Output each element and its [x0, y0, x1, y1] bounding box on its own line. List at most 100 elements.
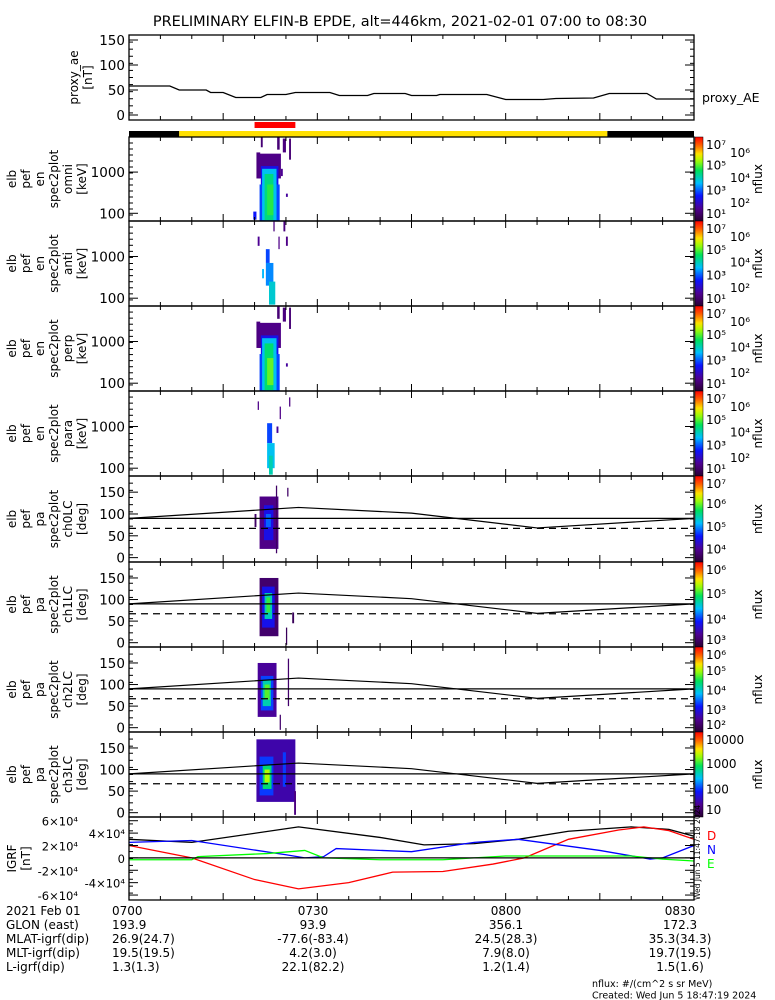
spectrogram-cell — [254, 513, 257, 528]
colorbar-tick-label: 10⁷ — [706, 222, 726, 236]
y-tick-label: 50 — [108, 699, 125, 715]
panel-ch2LC-data — [129, 658, 694, 730]
y-tick-label: 1000 — [91, 249, 125, 265]
ephemeris-row-label: L-igrf(dip) — [6, 960, 65, 974]
side-timestamp: Wed Jun 5 11:47:18 2024 — [693, 805, 702, 900]
panel-para: 100 1000 elb pef en spec2plot para [keV] 10¹ 10² 1… — [5, 390, 765, 477]
legend-n: N — [707, 843, 716, 857]
y-axis-label-line: [keV] — [75, 418, 89, 449]
spectrogram-cell — [287, 487, 289, 497]
series-line-n — [129, 838, 694, 860]
colorbar-tick-label: 1000 — [706, 757, 737, 771]
y-tick-label: 150 — [99, 741, 125, 757]
spectrogram-cell — [265, 262, 274, 286]
series-line-d — [129, 826, 694, 890]
y-axis-label-line: pa — [33, 682, 47, 697]
spectrogram-cell — [276, 426, 279, 433]
colorbar — [694, 136, 704, 222]
colorbar-tick-label: 100 — [706, 783, 729, 797]
series-line-e — [129, 849, 694, 862]
colorbar-tick-label: 10¹ — [706, 462, 726, 476]
ephemeris-value: 26.9(24.7) — [112, 932, 175, 946]
colorbar-tick-label: 10⁴ — [706, 684, 726, 698]
panel-frame — [128, 561, 695, 648]
y-axis-label-line: [deg] — [75, 503, 89, 535]
panel-para-data — [257, 397, 291, 475]
spectrogram-cell — [257, 401, 259, 410]
spectrogram-cell — [260, 137, 263, 148]
y-axis-label-line: pa — [33, 512, 47, 527]
ephemeris-value: 22.1(82.2) — [282, 960, 345, 974]
colorbar-label: nflux — [751, 590, 765, 620]
y-tick-label: 100 — [99, 291, 125, 307]
y-tick-label: 50 — [108, 784, 125, 800]
y-tick-label: 6×10⁴ — [42, 815, 79, 829]
spectrogram-cell — [265, 249, 270, 263]
spectrogram-cell — [277, 306, 280, 319]
spectrogram-cell — [262, 269, 264, 279]
panel-ch3LC-data — [129, 739, 694, 815]
colorbar-tick-label: 10⁵ — [706, 243, 726, 257]
ephemeris-value: 35.3(34.3) — [649, 932, 712, 946]
colorbar-tick-label: 10⁴ — [730, 426, 750, 440]
y-axis-label-line: elb — [5, 595, 19, 613]
y-axis-label-line: elb — [5, 510, 19, 528]
y-axis-label-line: ch3LC — [61, 756, 75, 793]
colorbar-label: nflux — [751, 334, 765, 364]
y-tick-label: 2×10⁴ — [42, 839, 79, 853]
y-tick-label: 1000 — [91, 334, 125, 350]
spectrogram-cell — [287, 658, 290, 707]
series-line-proxy_ae — [129, 85, 694, 101]
y-axis-label-line: [keV] — [75, 163, 89, 194]
spectrogram-cell — [285, 236, 288, 246]
y-axis-label-line: elb — [5, 424, 19, 442]
legend-proxy-ae: proxy_AE — [702, 90, 760, 105]
colorbar-tick-label: 10⁷ — [706, 477, 726, 491]
y-axis-label-line: spec2plot — [47, 660, 61, 719]
spectrogram-cell — [253, 211, 257, 220]
colorbar — [694, 220, 704, 307]
colorbar-tick-label: 10³ — [706, 353, 726, 367]
panel-ch0LC-data — [129, 485, 694, 554]
y-axis-label-line: spec2plot — [47, 489, 61, 548]
colorbar-label: nflux — [751, 760, 765, 790]
colorbar-tick-label: 10⁴ — [706, 542, 726, 556]
colorbar-tick-label: 10² — [730, 281, 750, 295]
ephemeris-table: 2021 Feb 01 0700 0730 0800 0830 GLON (east) 19… — [6, 904, 711, 974]
colorbar-tick-label: 10 — [706, 803, 721, 817]
colorbar-tick-label: 10⁷ — [706, 392, 726, 406]
panel-perp: 100 1000 elb pef en spec2plot perp [keV] 10¹ 10² 1… — [5, 305, 765, 392]
colorbar — [694, 561, 704, 648]
orbit-segment-shadow — [129, 131, 180, 137]
spectrogram-cell — [282, 307, 286, 322]
y-tick-label: 150 — [99, 571, 125, 587]
anti-loss-cone-line — [129, 677, 694, 699]
ephemeris-value: 19.5(19.5) — [112, 946, 175, 960]
ephemeris-value: 356.1 — [489, 918, 523, 932]
y-tick-label: 100 — [99, 678, 125, 694]
y-axis-label-line: [deg] — [75, 759, 89, 791]
spectrogram-cell — [268, 281, 276, 305]
y-tick-label: 0 — [118, 852, 125, 866]
ephemeris-value: 1.3(1.3) — [112, 960, 160, 974]
ephemeris-row-label: GLON (east) — [6, 918, 79, 932]
spectrogram-cell — [267, 423, 273, 444]
ephemeris-row-label: 2021 Feb 01 — [6, 904, 81, 918]
panel-igrf: -6×10⁴ -4×10⁴ -2×10⁴ 0 2×10⁴ 4×10⁴ 6×10⁴ IGRF [n… — [5, 815, 716, 903]
colorbar-tick-label: 10⁴ — [706, 613, 726, 627]
spectrogram-cell — [265, 513, 271, 528]
ephemeris-value: 1.5(1.6) — [656, 960, 704, 974]
panel-frame — [128, 731, 695, 818]
colorbar-tick-label: 10⁶ — [730, 400, 750, 414]
spectrogram-cell — [285, 193, 288, 197]
ephemeris-value: 24.5(28.3) — [475, 932, 538, 946]
colorbar-tick-label: 10¹ — [706, 207, 726, 221]
colorbar-tick-label: 10⁵ — [706, 328, 726, 342]
y-axis-label-line: para — [61, 420, 75, 447]
y-axis-label-line: IGRF — [5, 844, 19, 872]
y-axis-label-line: spec2plot — [47, 319, 61, 378]
panel-frame — [128, 646, 695, 733]
y-tick-label: -2×10⁴ — [38, 864, 79, 878]
y-axis-label-line: anti — [61, 252, 75, 275]
ephemeris-row-label: MLT-igrf(dip) — [6, 946, 80, 960]
